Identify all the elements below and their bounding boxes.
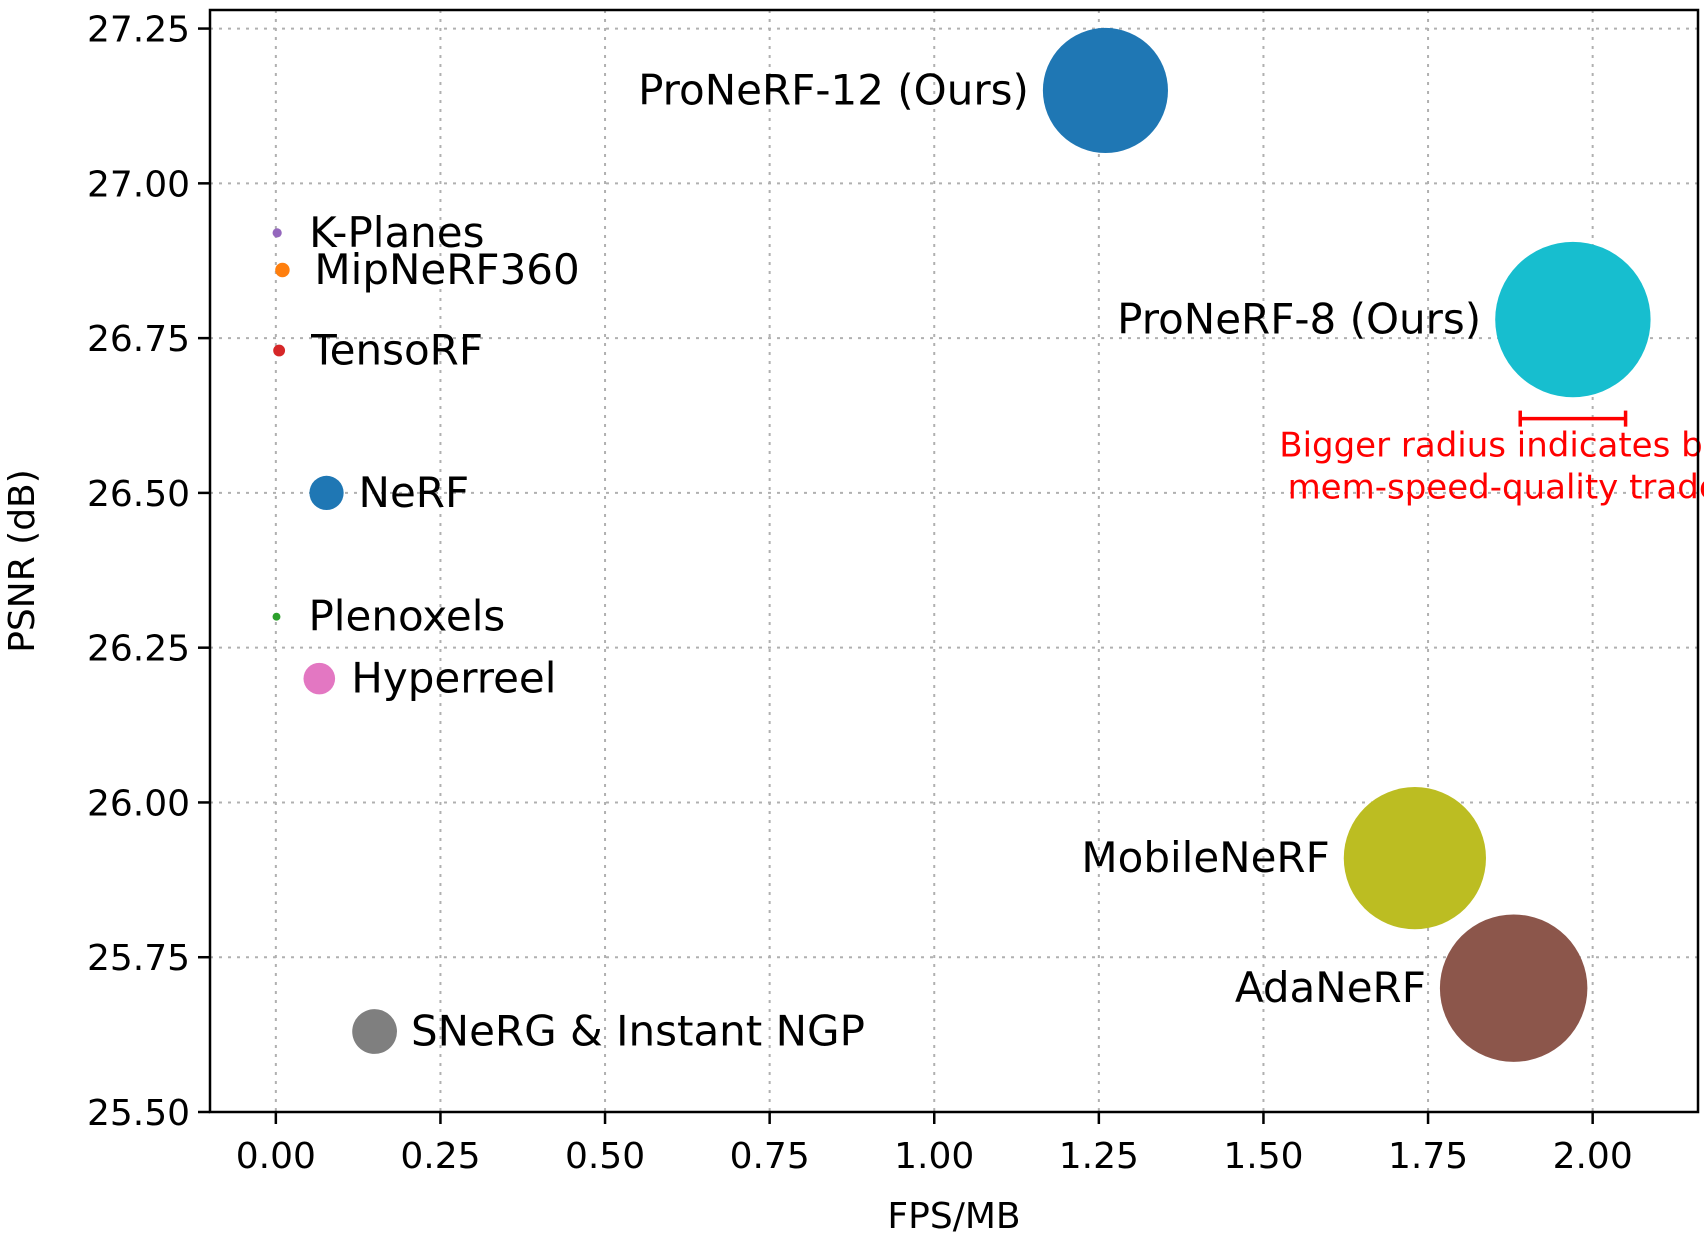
y-tick-label: 26.50 [87,474,190,515]
data-point-bubble [309,475,344,511]
data-point-bubble [1495,241,1651,398]
data-point-bubble [273,344,286,357]
data-point-label: ProNeRF-8 (Ours) [1117,295,1481,344]
data-point-label: Hyperreel [351,654,556,703]
data-point-label: MipNeRF360 [314,245,579,294]
data-point-bubble [1343,787,1486,930]
x-tick-label: 0.50 [565,1136,645,1177]
x-tick-label: 0.25 [400,1136,480,1177]
data-point-label: NeRF [359,468,470,517]
annotation-text-line: Bigger radius indicates better [1279,426,1704,466]
y-tick-label: 27.25 [87,10,190,51]
y-tick-label: 25.50 [87,1093,190,1134]
y-tick-label: 26.75 [87,319,190,360]
data-point-label: SNeRG & Instant NGP [411,1007,865,1056]
data-point-label: MobileNeRF [1081,833,1329,882]
annotation-text-line: mem-speed-quality trade-off [1288,468,1704,508]
data-point-label: ProNeRF-12 (Ours) [638,65,1029,114]
data-point-bubble [1042,27,1168,154]
data-point-label: K-Planes [309,208,484,257]
y-tick-label: 27.00 [87,164,190,205]
y-tick-label: 25.75 [87,938,190,979]
x-tick-label: 0.75 [730,1136,810,1177]
data-point-bubble [352,1009,397,1054]
x-tick-label: 1.00 [894,1136,974,1177]
data-point-bubble [303,662,336,695]
data-point-bubble [275,262,290,278]
x-tick-label: 0.00 [236,1136,316,1177]
x-tick-label: 1.25 [1059,1136,1139,1177]
x-axis-label: FPS/MB [887,1196,1020,1235]
data-point-label: TensoRF [310,326,483,375]
grid-layer [210,10,1698,1113]
x-tick-label: 1.75 [1388,1136,1468,1177]
annotation-layer: Bigger radius indicates bettermem-speed-… [1279,410,1704,508]
bubble-layer [272,27,1651,1062]
y-tick-label: 26.25 [87,629,190,670]
data-point-label: AdaNeRF [1235,963,1426,1012]
x-tick-label: 2.00 [1553,1136,1633,1177]
y-axis-label: PSNR (dB) [2,469,43,653]
x-tick-label: 1.50 [1223,1136,1303,1177]
plot-frame [208,8,1700,1114]
data-point-label: Plenoxels [308,592,505,641]
y-tick-label: 26.00 [87,783,190,824]
data-point-bubble [1439,914,1588,1062]
point-label-layer: ProNeRF-12 (Ours) ProNeRF-8 (Ours) K-Plane… [308,65,1481,1055]
tick-layer: 0.00 0.25 0.50 0.75 1.00 1.25 1.50 1.75 2.00 25.5… [87,10,1633,1177]
data-point-bubble [272,612,281,621]
data-point-bubble [272,228,282,238]
